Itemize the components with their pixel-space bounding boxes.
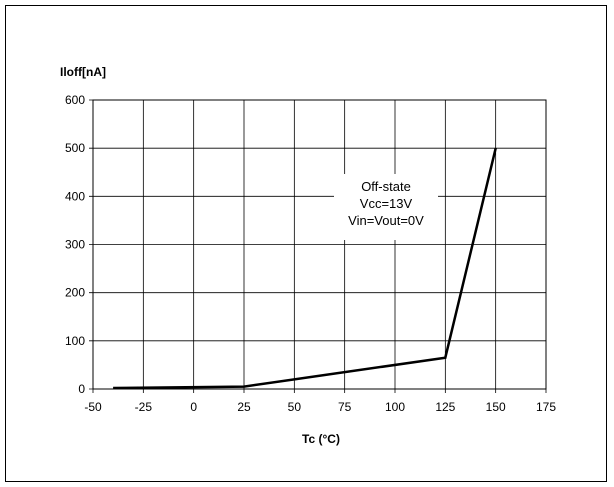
x-tick-label: 150 — [486, 400, 506, 414]
y-axis-title: Iloff[nA] — [60, 65, 106, 79]
x-tick-label: 50 — [288, 400, 302, 414]
y-tick-label: 200 — [65, 286, 85, 300]
grid — [89, 99, 547, 393]
x-tick-label: -50 — [84, 400, 102, 414]
x-tick-label: -25 — [135, 400, 153, 414]
y-tick-label: 100 — [65, 334, 85, 348]
series-layer — [113, 147, 497, 390]
annotation-line-1: Off-state — [361, 179, 411, 194]
series-line-0 — [113, 147, 497, 390]
x-tick-label: 25 — [237, 400, 251, 414]
x-tick-label: 0 — [190, 400, 197, 414]
y-tick-label: 600 — [65, 93, 85, 107]
x-axis-title: Tc (°C) — [302, 432, 340, 446]
chart-frame — [5, 5, 607, 482]
y-tick-label: 300 — [65, 238, 85, 252]
plot-area-border — [92, 99, 547, 390]
x-tick-label: 100 — [385, 400, 405, 414]
annotation-line-2: Vcc=13V — [360, 196, 413, 211]
annotation-box — [334, 174, 438, 240]
x-tick-label: 125 — [435, 400, 455, 414]
x-tick-label: 75 — [338, 400, 352, 414]
y-tick-label: 400 — [65, 189, 85, 203]
x-tick-label: 175 — [536, 400, 556, 414]
y-tick-label: 500 — [65, 141, 85, 155]
y-tick-label: 0 — [78, 382, 85, 396]
annotation-line-3: Vin=Vout=0V — [348, 213, 424, 228]
tick-labels: -50 -25 0 25 50 75 100 125 150 175 0 100 200 300 400 50… — [65, 93, 556, 414]
